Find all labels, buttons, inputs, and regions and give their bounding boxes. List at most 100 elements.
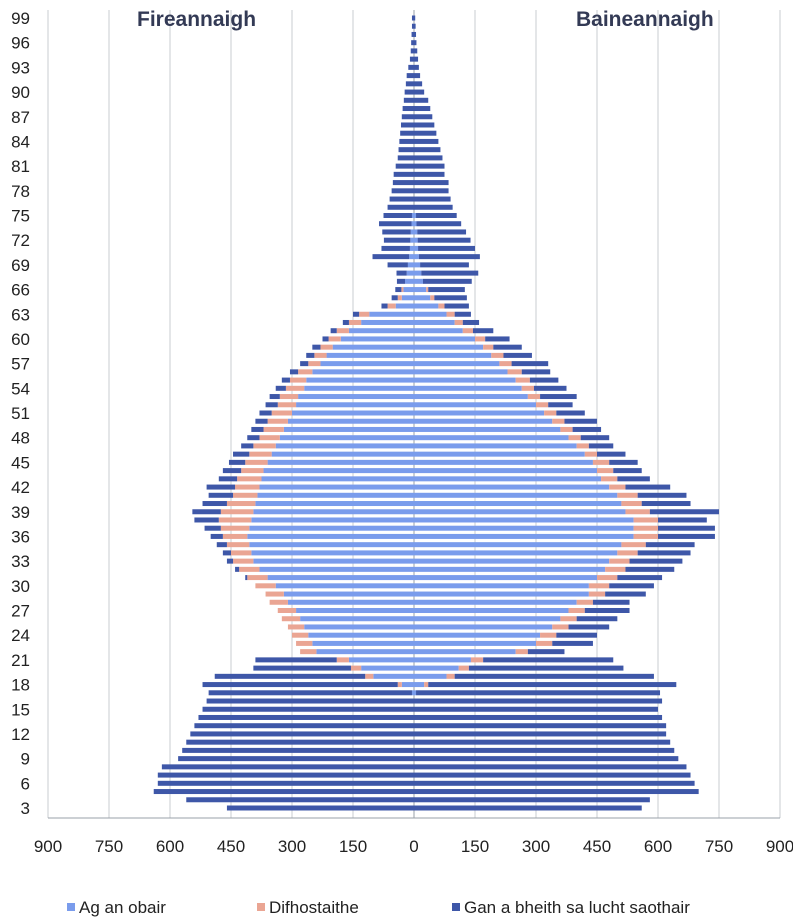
female-bar-employed bbox=[414, 262, 421, 268]
male-bar-not-in-labour-force bbox=[186, 797, 414, 803]
female-bar-employed bbox=[414, 492, 618, 498]
female-bar-employed bbox=[414, 566, 606, 572]
male-bar-not-in-labour-force bbox=[218, 476, 238, 482]
male-bar-not-in-labour-force bbox=[259, 410, 272, 416]
male-bar-unemployed bbox=[365, 673, 374, 679]
y-tick-label: 30 bbox=[11, 577, 30, 596]
male-bar-employed bbox=[263, 468, 414, 474]
male-bar-not-in-labour-force bbox=[401, 114, 414, 120]
male-bar-employed bbox=[406, 270, 414, 276]
male-bar-not-in-labour-force bbox=[210, 533, 223, 539]
male-bar-employed bbox=[411, 690, 414, 696]
male-bar-not-in-labour-force bbox=[222, 468, 242, 474]
female-bar-unemployed bbox=[424, 682, 429, 688]
female-bar-employed bbox=[414, 501, 622, 507]
male-bar-employed bbox=[296, 608, 414, 613]
female-bar-not-in-labour-force bbox=[576, 616, 618, 622]
female-bar-employed bbox=[414, 673, 447, 679]
female-bar-not-in-labour-force bbox=[414, 73, 421, 79]
male-bar-unemployed bbox=[279, 394, 299, 400]
female-bar-employed bbox=[414, 616, 561, 622]
male-bar-unemployed bbox=[285, 385, 305, 391]
male-bar-unemployed bbox=[359, 311, 370, 317]
male-bar-unemployed bbox=[247, 575, 268, 581]
male-bar-not-in-labour-force bbox=[396, 278, 406, 284]
female-bar-employed bbox=[414, 533, 634, 539]
y-tick-label: 93 bbox=[11, 58, 30, 77]
male-bar-employed bbox=[361, 319, 414, 325]
female-bar-not-in-labour-force bbox=[414, 772, 691, 778]
female-bar-not-in-labour-force bbox=[540, 394, 577, 400]
female-bar-not-in-labour-force bbox=[568, 624, 610, 630]
male-bar-not-in-labour-force bbox=[247, 435, 260, 441]
male-bar-not-in-labour-force bbox=[269, 394, 280, 400]
male-bar-employed bbox=[259, 484, 414, 490]
y-tick-label: 39 bbox=[11, 503, 30, 522]
female-bar-employed bbox=[414, 295, 431, 301]
female-bar-not-in-labour-force bbox=[609, 583, 654, 589]
male-bar-not-in-labour-force bbox=[222, 550, 231, 556]
y-tick-label: 24 bbox=[11, 626, 30, 645]
male-bar-unemployed bbox=[253, 443, 276, 449]
female-bar-employed bbox=[414, 558, 610, 564]
female-bar-not-in-labour-force bbox=[462, 319, 480, 325]
female-bar-not-in-labour-force bbox=[414, 714, 663, 720]
male-bar-unemployed bbox=[292, 632, 309, 638]
male-bar-not-in-labour-force bbox=[322, 336, 329, 342]
female-bar-employed bbox=[414, 682, 425, 688]
x-tick-label: 900 bbox=[34, 837, 62, 856]
female-bar-employed bbox=[414, 287, 427, 293]
male-bar-unemployed bbox=[235, 484, 260, 490]
female-bar-not-in-labour-force bbox=[416, 213, 457, 218]
female-bar-not-in-labour-force bbox=[625, 484, 671, 490]
female-bar-not-in-labour-force bbox=[454, 673, 654, 679]
male-bar-unemployed bbox=[255, 583, 276, 589]
female-bar-unemployed bbox=[617, 550, 638, 556]
male-bar-not-in-labour-force bbox=[411, 31, 414, 37]
male-bar-employed bbox=[283, 591, 414, 597]
male-bar-employed bbox=[316, 649, 414, 655]
male-bar-not-in-labour-force bbox=[392, 180, 414, 186]
male-bar-not-in-labour-force bbox=[178, 756, 414, 762]
female-bar-employed bbox=[414, 517, 634, 523]
female-bar-not-in-labour-force bbox=[625, 566, 675, 572]
male-bar-not-in-labour-force bbox=[399, 138, 414, 144]
male-bar-employed bbox=[405, 278, 414, 284]
female-bar-not-in-labour-force bbox=[584, 608, 630, 613]
male-bar-employed bbox=[287, 599, 414, 605]
male-bar-employed bbox=[267, 575, 414, 581]
female-bar-not-in-labour-force bbox=[414, 805, 642, 811]
x-tick-label: 600 bbox=[644, 837, 672, 856]
y-tick-label: 12 bbox=[11, 725, 30, 744]
male-bar-employed bbox=[361, 665, 414, 671]
male-bar-employed bbox=[407, 262, 414, 268]
male-bar-not-in-labour-force bbox=[312, 344, 321, 350]
female-bar-unemployed bbox=[527, 394, 541, 400]
female-bar-employed bbox=[414, 665, 459, 671]
female-bar-unemployed bbox=[560, 616, 577, 622]
male-bar-not-in-labour-force bbox=[161, 764, 414, 770]
female-bar-not-in-labour-force bbox=[588, 443, 614, 449]
female-bar-unemployed bbox=[515, 377, 530, 383]
female-bar-not-in-labour-force bbox=[414, 797, 650, 803]
female-bar-not-in-labour-force bbox=[444, 303, 469, 309]
x-tick-label: 300 bbox=[278, 837, 306, 856]
female-bar-employed bbox=[414, 361, 500, 367]
male-bar-not-in-labour-force bbox=[400, 130, 414, 136]
male-bar-not-in-labour-force bbox=[306, 352, 315, 358]
female-bar-not-in-labour-force bbox=[414, 23, 416, 29]
male-bar-unemployed bbox=[237, 476, 262, 482]
male-bar-employed bbox=[304, 624, 414, 630]
male-bar-not-in-labour-force bbox=[389, 196, 414, 202]
female-bar-unemployed bbox=[536, 402, 549, 408]
female-bar-unemployed bbox=[544, 410, 557, 416]
female-bar-employed bbox=[414, 690, 417, 696]
female-bar-unemployed bbox=[454, 319, 463, 325]
legend-item-employed: Ag an obair bbox=[67, 898, 166, 918]
female-bar-not-in-labour-force bbox=[414, 780, 695, 786]
female-bar-not-in-labour-force bbox=[414, 756, 679, 762]
female-bar-not-in-labour-force bbox=[434, 295, 467, 301]
male-bar-not-in-labour-force bbox=[204, 525, 221, 531]
y-tick-label: 75 bbox=[11, 207, 30, 226]
